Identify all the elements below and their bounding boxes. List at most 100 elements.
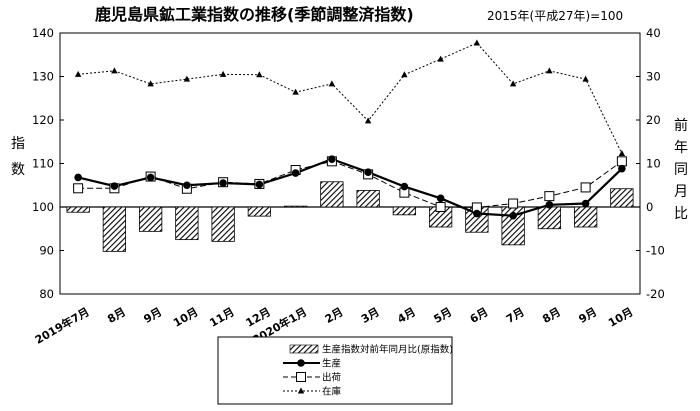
- left-tick-label: 100: [32, 200, 54, 214]
- left-axis-label: 指数: [11, 136, 25, 178]
- left-axis-char: 数: [11, 162, 25, 178]
- point: [111, 67, 118, 74]
- category-label: 6月: [468, 305, 491, 326]
- right-tick-label: 30: [646, 70, 661, 84]
- point: [147, 80, 154, 87]
- bar: [573, 206, 598, 228]
- series-line: [77, 157, 623, 217]
- point: [255, 180, 264, 189]
- right-axis-char: 比: [674, 206, 688, 222]
- legend-label: 生産指数対前年同月比(原指数): [322, 344, 453, 356]
- category-label: 3月: [359, 305, 382, 326]
- point: [618, 149, 626, 156]
- left-tick-label: 110: [32, 157, 54, 171]
- point: [297, 359, 305, 367]
- point: [618, 164, 626, 173]
- bar: [392, 206, 417, 216]
- category-label: 7月: [504, 305, 527, 326]
- point: [436, 194, 445, 203]
- point: [183, 75, 191, 82]
- bar: [610, 188, 634, 208]
- chart-subtitle: 2015年(平成27年)=100: [487, 9, 623, 23]
- right-axis-char: 年: [674, 140, 688, 156]
- point: [296, 372, 306, 382]
- left-tick-label: 140: [32, 26, 54, 40]
- point: [364, 117, 372, 124]
- legend-label: 出荷: [322, 372, 342, 384]
- point: [546, 67, 553, 74]
- point: [328, 155, 336, 163]
- point: [616, 156, 627, 167]
- point: [473, 39, 481, 46]
- category-label: 5月: [431, 305, 454, 326]
- point: [581, 199, 590, 208]
- point: [582, 75, 589, 82]
- bar: [211, 206, 235, 242]
- right-axis-label: 前年同月比: [674, 117, 688, 222]
- point: [292, 88, 299, 95]
- bar: [66, 206, 90, 213]
- category-label: 2月: [323, 305, 346, 326]
- point: [256, 71, 263, 78]
- point: [473, 209, 481, 218]
- right-axis-char: 月: [674, 184, 688, 200]
- right-tick-label: 20: [646, 113, 661, 127]
- bar: [102, 206, 127, 252]
- bar: [175, 206, 199, 241]
- left-tick-label: 120: [32, 113, 54, 127]
- right-tick-label: 10: [646, 157, 661, 171]
- category-label: 2019年7月: [32, 304, 91, 346]
- category-label: 4月: [395, 305, 418, 326]
- category-label: 10月: [606, 305, 635, 329]
- point: [437, 55, 444, 62]
- bar: [320, 181, 344, 208]
- left-axis-char: 指: [11, 136, 25, 152]
- point: [110, 182, 119, 190]
- point: [580, 182, 591, 193]
- right-tick-label: -10: [646, 244, 665, 258]
- legend-label: 生産: [322, 358, 341, 370]
- point: [509, 211, 517, 220]
- right-axis-char: 前: [674, 117, 688, 134]
- point: [74, 173, 82, 182]
- point: [328, 80, 336, 87]
- right-tick-label: -20: [646, 287, 665, 301]
- point: [364, 168, 372, 176]
- chart-title: 鹿児島県鉱工業指数の推移(季節調整済指数): [95, 5, 414, 24]
- point: [545, 201, 554, 209]
- bar: [138, 206, 163, 232]
- category-label: 9月: [141, 305, 164, 326]
- point: [73, 183, 84, 194]
- legend-box: [217, 336, 453, 405]
- series-line: [78, 42, 623, 154]
- legend-swatch: [289, 344, 319, 354]
- bar: [356, 190, 380, 208]
- right-axis-char: 同: [674, 162, 688, 178]
- left-tick-label: 130: [32, 70, 54, 84]
- point: [508, 198, 519, 209]
- point: [297, 387, 305, 394]
- category-label: 11月: [207, 305, 236, 329]
- point: [509, 80, 517, 87]
- left-tick-label: 80: [39, 287, 54, 301]
- legend-label: 在庫: [322, 386, 342, 398]
- bar: [247, 206, 272, 217]
- left-tick-label: 90: [39, 244, 54, 258]
- point: [544, 191, 555, 202]
- category-label: 8月: [540, 305, 563, 326]
- bar: [283, 205, 308, 208]
- category-label: 10月: [171, 305, 200, 329]
- category-label: 9月: [576, 305, 599, 326]
- plot-area: 80 90 100 110 120 130 140 -20 -10 0 10 20 30 40 2019年7…: [32, 26, 665, 347]
- right-tick-label: 40: [646, 26, 661, 40]
- category-label: 8月: [105, 305, 128, 326]
- point: [74, 70, 82, 77]
- point: [219, 179, 227, 187]
- point: [401, 71, 408, 78]
- point: [146, 173, 155, 182]
- point: [219, 70, 227, 77]
- bar: [537, 206, 562, 230]
- series-line: [78, 160, 623, 208]
